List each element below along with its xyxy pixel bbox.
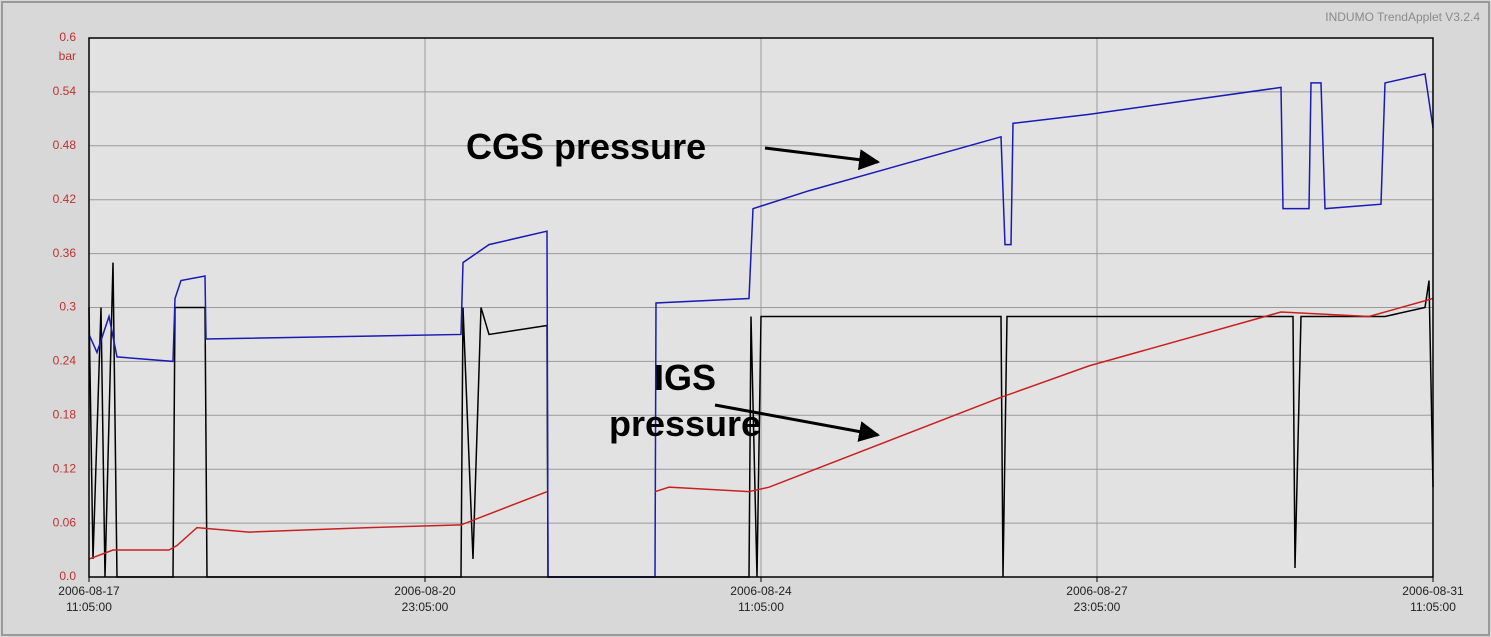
y-tick-label: 0.18 bbox=[53, 407, 77, 421]
x-tick-label: 2006-08-31 11:05:00 bbox=[1402, 584, 1464, 614]
annotation: IGS pressure bbox=[608, 357, 762, 444]
y-unit: bar bbox=[59, 49, 76, 63]
x-tick-label: 2006-08-24 11:05:00 bbox=[730, 584, 792, 614]
y-tick-label: 0.24 bbox=[53, 354, 77, 368]
arrow bbox=[764, 146, 881, 171]
y-tick-label: 0.48 bbox=[53, 138, 77, 152]
annotation: CGS pressure bbox=[466, 126, 707, 167]
y-tick-label: 0.42 bbox=[53, 192, 77, 206]
watermark: INDUMO TrendApplet V3.2.4 bbox=[1325, 10, 1480, 24]
y-tick-label: 0.6 bbox=[59, 30, 76, 44]
x-tick-label: 2006-08-27 23:05:00 bbox=[1066, 584, 1128, 614]
y-tick-label: 0.54 bbox=[53, 84, 77, 98]
y-tick-label: 0.12 bbox=[53, 461, 77, 475]
y-tick-label: 0.0 bbox=[59, 569, 76, 583]
arrow bbox=[714, 403, 881, 442]
y-tick-label: 0.36 bbox=[53, 246, 77, 260]
y-tick-label: 0.06 bbox=[53, 515, 77, 529]
x-tick-label: 2006-08-20 23:05:00 bbox=[394, 584, 456, 614]
x-tick-label: 2006-08-17 11:05:00 bbox=[58, 584, 120, 614]
series-line bbox=[88, 297, 1434, 560]
y-tick-label: 0.3 bbox=[59, 300, 76, 314]
series-line bbox=[88, 73, 1434, 578]
